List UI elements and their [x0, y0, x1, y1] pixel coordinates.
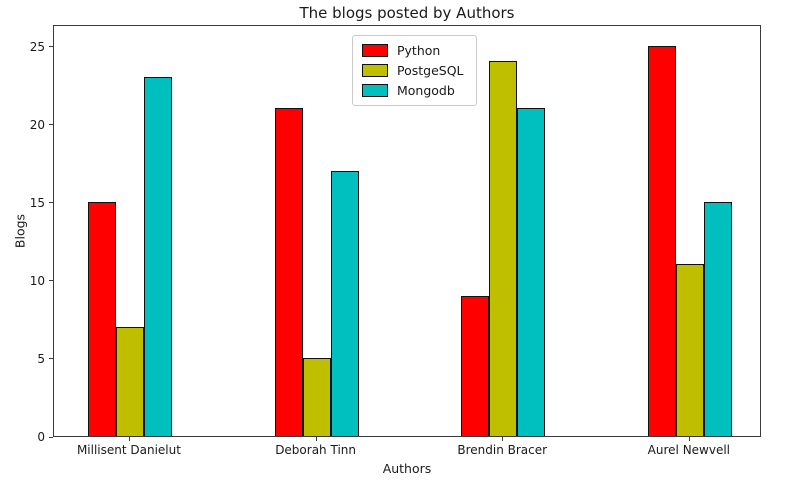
y-tick-label: 15: [29, 195, 45, 210]
legend-entry-mongodb: Mongodb: [362, 83, 464, 98]
bar-python-4: [647, 45, 676, 436]
legend-label-postgesql: PostgeSQL: [397, 63, 464, 78]
x-tick-mark: [315, 437, 317, 441]
legend-label-python: Python: [397, 43, 441, 58]
x-tick-mark: [688, 437, 690, 441]
x-tick-mark: [502, 437, 504, 441]
x-tick-label: Brendin Bracer: [457, 443, 548, 457]
legend: Python PostgeSQL Mongodb: [352, 35, 477, 106]
y-tick-label: 0: [37, 430, 45, 444]
y-tick-mark: [49, 202, 53, 204]
chart-title: The blogs posted by Authors: [299, 4, 515, 22]
y-tick-mark: [49, 280, 53, 282]
bar-mongodb-1: [143, 77, 172, 436]
bar-postgesql-3: [489, 61, 518, 436]
plot-area: Python PostgeSQL Mongodb: [53, 25, 761, 437]
bar-mongodb-2: [330, 170, 359, 436]
bar-python-3: [461, 295, 490, 436]
bar-postgesql-2: [302, 357, 331, 436]
y-tick-label: 10: [29, 273, 45, 288]
y-tick-mark: [49, 46, 53, 48]
y-tick-label: 25: [29, 39, 45, 54]
x-tick-label: Millisent Danielut: [76, 443, 181, 457]
y-axis-label: Blogs: [12, 213, 28, 249]
x-tick-label: Aurel Newvell: [647, 443, 731, 457]
bar-python-1: [87, 201, 116, 436]
legend-swatch-postgesql: [362, 64, 388, 77]
y-tick-label: 20: [29, 117, 45, 132]
y-tick-label: 5: [37, 351, 45, 366]
x-tick-mark: [128, 437, 130, 441]
y-tick-mark: [49, 358, 53, 360]
y-tick-mark: [49, 436, 53, 438]
bar-postgesql-1: [115, 326, 144, 436]
bar-mongodb-3: [517, 108, 546, 436]
legend-swatch-python: [362, 44, 388, 57]
bar-python-2: [274, 108, 303, 436]
legend-entry-python: Python: [362, 43, 464, 58]
legend-swatch-mongodb: [362, 84, 388, 97]
y-tick-mark: [49, 124, 53, 126]
bar-mongodb-4: [703, 201, 732, 436]
x-axis-label: Authors: [382, 461, 432, 476]
legend-entry-postgesql: PostgeSQL: [362, 63, 464, 78]
x-tick-label: Deborah Tinn: [275, 443, 356, 457]
legend-label-mongodb: Mongodb: [397, 83, 455, 98]
bar-postgesql-4: [675, 264, 704, 436]
